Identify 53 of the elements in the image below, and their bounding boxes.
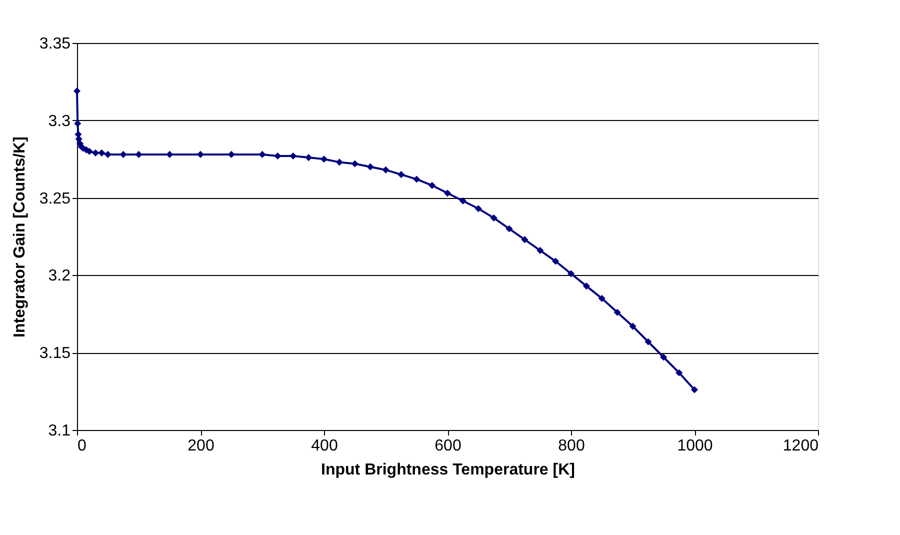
point [490,214,498,222]
point [305,154,312,162]
point [274,152,282,160]
point [521,236,528,244]
x-tick-label: 600 [434,438,462,454]
point [536,246,544,254]
point [228,150,235,158]
y-tick-label: 3.2 [48,268,71,285]
point [398,171,405,178]
point [120,150,127,158]
point [598,294,606,302]
x-tick-label: 1200 [782,438,819,454]
x-tick-label: 0 [78,438,86,454]
point [660,354,668,361]
point [552,258,560,265]
point [366,163,374,170]
point [75,135,82,143]
point [336,158,343,166]
point [92,149,100,156]
point [351,160,358,168]
point [428,182,436,189]
point [98,149,106,156]
y-tick-label: 3.1 [48,422,71,440]
point [166,150,174,158]
point [413,176,420,183]
point [382,166,390,174]
point [258,150,266,158]
point [320,156,328,163]
point [676,369,683,376]
point [104,150,112,158]
point [459,197,466,204]
point [614,308,621,316]
x-tick-label: 200 [188,438,214,454]
point [629,322,636,330]
point [290,152,297,160]
point [135,150,142,158]
point [506,225,513,232]
x-axis-title: Input Brightness Temperature [K] [321,462,575,478]
point [582,282,590,290]
point [444,190,452,197]
x-tick-label: 400 [311,438,338,454]
y-tick-label: 3.3 [48,112,71,130]
y-tick-label: 3.35 [39,36,71,52]
point [73,87,81,95]
x-tick-label: 1000 [677,438,713,454]
y-tick-label: 3.25 [39,190,71,208]
y-axis-title: Integrator Gain [Counts/K] [11,136,28,338]
point [690,386,698,394]
x-tick-label: 800 [558,438,585,454]
point [644,338,652,346]
point [567,270,575,278]
y-tick-label: 3.15 [39,345,71,362]
point [474,205,482,212]
